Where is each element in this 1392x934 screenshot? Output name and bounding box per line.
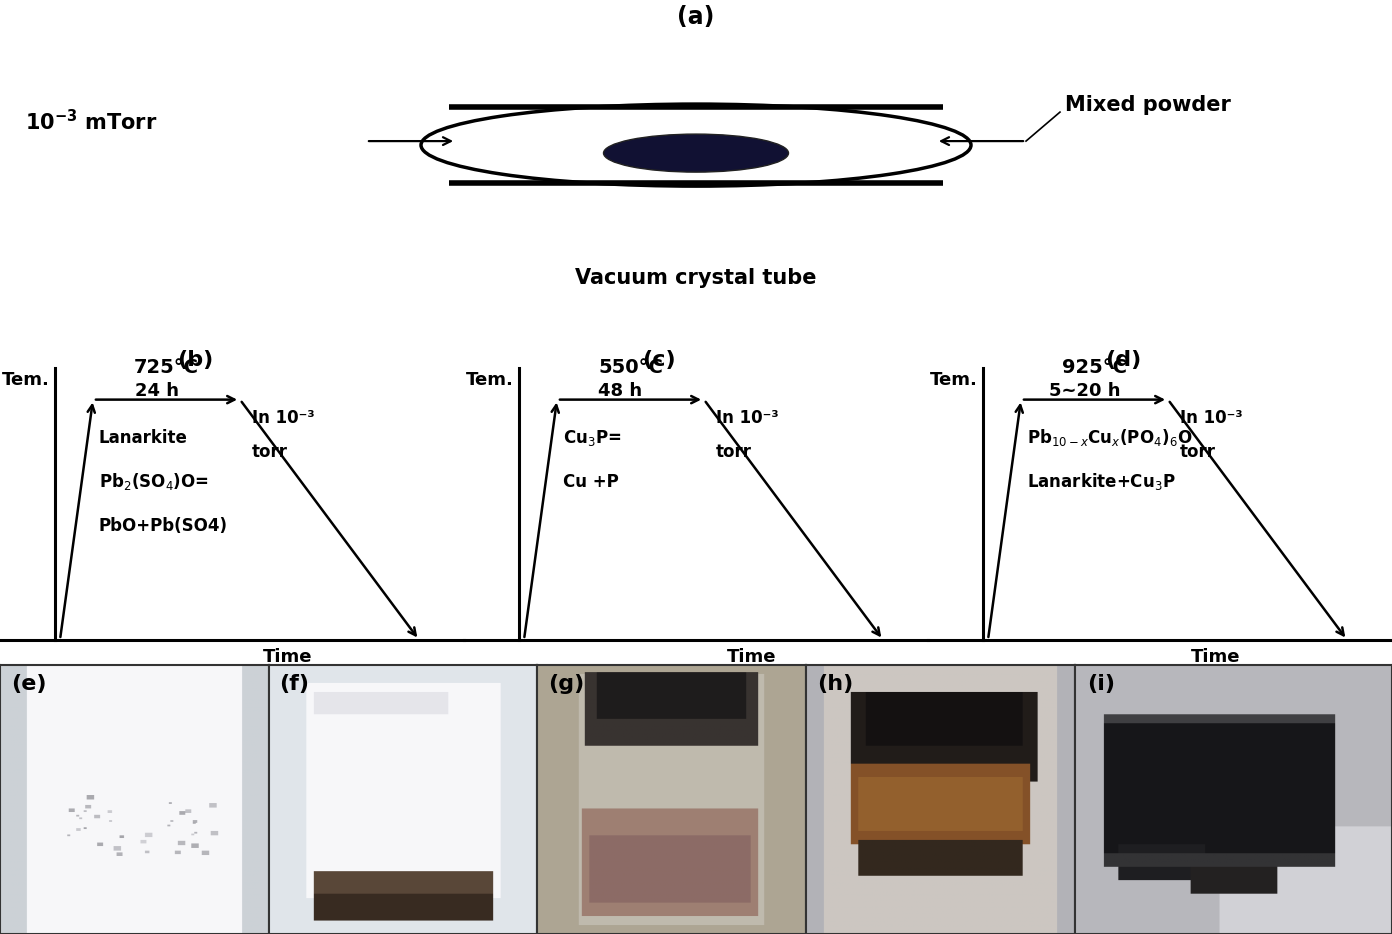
Text: (h): (h)	[817, 674, 853, 694]
Text: 24 h: 24 h	[135, 382, 178, 400]
Ellipse shape	[420, 104, 972, 186]
Text: (c): (c)	[642, 349, 675, 370]
Text: (a): (a)	[678, 5, 714, 29]
Text: torr: torr	[252, 443, 288, 460]
Text: Cu +P: Cu +P	[562, 473, 619, 490]
Text: 48 h: 48 h	[599, 382, 643, 400]
Text: torr: torr	[1180, 443, 1217, 460]
Text: Pb$_2$(SO$_4$)O=: Pb$_2$(SO$_4$)O=	[99, 471, 209, 492]
Text: Tem.: Tem.	[466, 371, 514, 389]
Text: Pb$_{10-x}$Cu$_x$(PO$_4$)$_6$O: Pb$_{10-x}$Cu$_x$(PO$_4$)$_6$O	[1027, 427, 1193, 448]
Text: Vacuum crystal tube: Vacuum crystal tube	[575, 268, 817, 289]
Text: Cu$_3$P=: Cu$_3$P=	[562, 428, 621, 447]
Text: (f): (f)	[280, 674, 309, 694]
Text: (e): (e)	[11, 674, 46, 694]
Text: In 10⁻³: In 10⁻³	[252, 409, 315, 427]
Text: Mixed powder: Mixed powder	[1065, 95, 1231, 115]
Text: (g): (g)	[548, 674, 585, 694]
Text: Time: Time	[1192, 648, 1240, 666]
Text: (i): (i)	[1087, 674, 1115, 694]
Text: Time: Time	[727, 648, 777, 666]
Text: In 10⁻³: In 10⁻³	[1180, 409, 1243, 427]
Text: (d): (d)	[1105, 349, 1141, 370]
Text: Tem.: Tem.	[930, 371, 977, 389]
Text: (b): (b)	[177, 349, 213, 370]
Text: Time: Time	[263, 648, 312, 666]
Text: 925°C: 925°C	[1062, 358, 1128, 377]
Text: In 10⁻³: In 10⁻³	[715, 409, 778, 427]
Text: Lanarkite: Lanarkite	[99, 429, 188, 446]
Text: 550°C: 550°C	[599, 358, 663, 377]
Text: 5~20 h: 5~20 h	[1048, 382, 1121, 400]
Text: PbO+Pb(SO4): PbO+Pb(SO4)	[99, 517, 228, 534]
Text: torr: torr	[715, 443, 752, 460]
Text: Tem.: Tem.	[1, 371, 50, 389]
Text: $\mathbf{10^{-3}}$ mTorr: $\mathbf{10^{-3}}$ mTorr	[25, 109, 157, 134]
Text: Lanarkite+Cu$_3$P: Lanarkite+Cu$_3$P	[1027, 471, 1176, 492]
Text: 725°C: 725°C	[134, 358, 199, 377]
Ellipse shape	[604, 134, 788, 172]
